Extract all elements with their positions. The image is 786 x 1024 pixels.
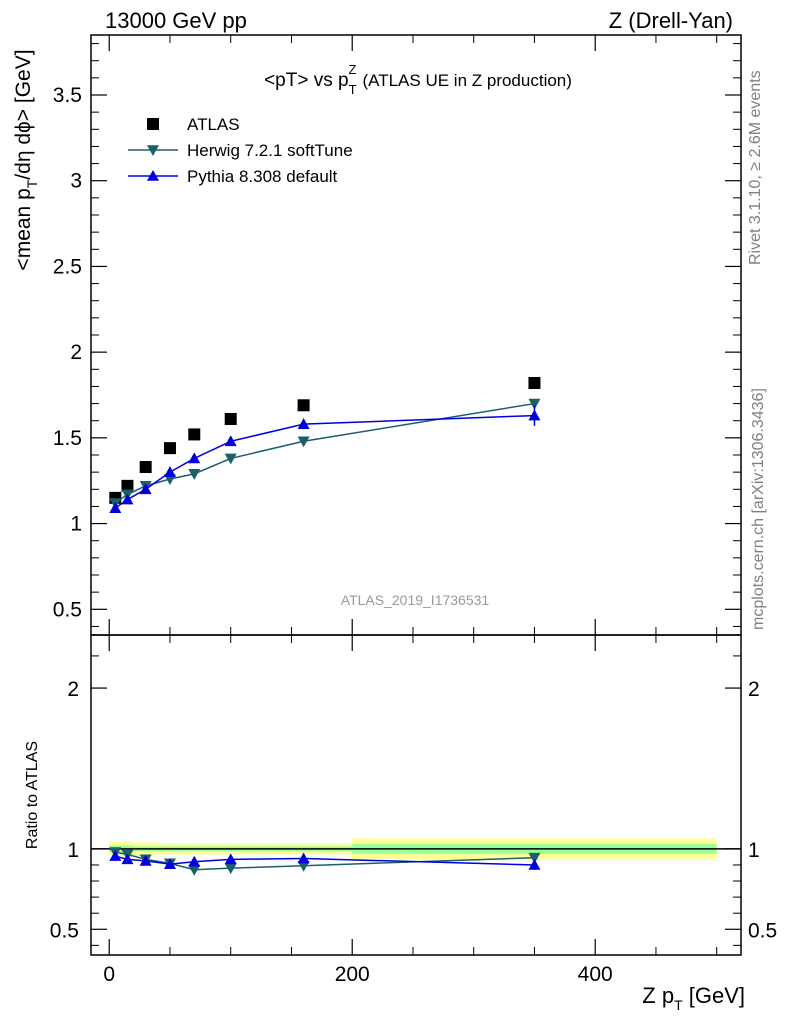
main-panel: 0.5 1 1.5 2 2.5 3 3.5 bbox=[53, 34, 742, 636]
legend: ATLAS Herwig 7.2.1 softTune Pythia 8.308 d… bbox=[128, 115, 353, 186]
legend-label-pythia: Pythia 8.308 default bbox=[187, 167, 338, 186]
main-pythia-point bbox=[163, 466, 176, 477]
analysis-watermark: ATLAS_2019_I1736531 bbox=[341, 592, 490, 608]
ylabel-sub: T bbox=[24, 179, 40, 188]
rivet-label: Rivet 3.1.10, ≥ 2.6M events bbox=[747, 70, 764, 265]
main-y-tick-label: 2.5 bbox=[53, 255, 82, 278]
ratio-y-tick-label-left: 1 bbox=[67, 839, 79, 862]
ratio-herwig-point bbox=[297, 860, 310, 872]
ratio-panel: 0 200 400 0.5 0.5 1 1 2 2 bbox=[50, 634, 777, 986]
main-atlas-point bbox=[139, 461, 152, 473]
x-tick-label: 400 bbox=[578, 963, 613, 986]
ratio-y-tick-label-left: 2 bbox=[67, 678, 79, 701]
ratio-pythia-point bbox=[528, 858, 541, 870]
legend-marker-atlas bbox=[147, 118, 159, 130]
header-left-label: 13000 GeV pp bbox=[105, 8, 247, 33]
title-sup-text: Z bbox=[349, 62, 357, 77]
xlabel-post: [GeV] bbox=[683, 983, 745, 1008]
main-y-tick-label: 0.5 bbox=[53, 598, 82, 621]
main-herwig-point bbox=[528, 398, 541, 410]
main-atlas-point bbox=[163, 442, 176, 455]
mcplots-label: mcplots.cern.ch [arXiv:1306.3436] bbox=[750, 388, 767, 630]
main-pythia-point bbox=[121, 493, 134, 505]
x-axis-label: Z pT [GeV] bbox=[642, 983, 745, 1013]
main-herwig-point bbox=[224, 453, 237, 465]
ratio-herwig-line bbox=[115, 851, 535, 871]
main-pythia-point bbox=[224, 435, 237, 447]
ratio-y-axis-label: Ratio to ATLAS bbox=[24, 741, 41, 849]
main-y-tick-label: 3.5 bbox=[53, 84, 82, 107]
header-right-label: Z (Drell-Yan) bbox=[609, 8, 733, 33]
ratio-pythia-point bbox=[297, 852, 310, 864]
title-main-text: <pT> vs p bbox=[264, 70, 349, 91]
ratio-herwig-point bbox=[224, 863, 237, 875]
xlabel-sub: T bbox=[674, 997, 683, 1013]
title-sub-text: T bbox=[349, 82, 357, 97]
title-tail-text: (ATLAS UE in Z production) bbox=[362, 71, 571, 90]
ratio-pythia-point bbox=[224, 853, 237, 865]
legend-marker-herwig bbox=[147, 145, 159, 156]
main-y-tick-label: 1.5 bbox=[53, 427, 82, 450]
main-y-tick-label: 3 bbox=[70, 170, 82, 193]
ratio-y-tick-label-right: 2 bbox=[748, 678, 760, 701]
main-herwig-point bbox=[297, 436, 310, 448]
legend-label-herwig: Herwig 7.2.1 softTune bbox=[187, 141, 353, 160]
main-pythia-point bbox=[528, 409, 541, 421]
main-pythia-point bbox=[188, 452, 201, 464]
main-pythia-point bbox=[297, 418, 310, 429]
main-title: <pT> vs pTZ (ATLAS UE in Z production) bbox=[264, 62, 572, 97]
legend-marker-pythia bbox=[147, 170, 159, 181]
main-atlas-point bbox=[121, 479, 134, 492]
legend-label-atlas: ATLAS bbox=[187, 115, 240, 134]
ratio-herwig-point bbox=[188, 864, 201, 876]
main-atlas-point bbox=[297, 399, 310, 412]
ratio-y-tick-label-right: 0.5 bbox=[748, 919, 777, 942]
main-pythia-point bbox=[109, 502, 122, 513]
main-atlas-point bbox=[528, 377, 541, 389]
main-y-tick-label: 2 bbox=[70, 341, 82, 364]
ratio-pythia-point bbox=[163, 858, 176, 869]
ratio-pythia-point bbox=[121, 853, 134, 865]
main-atlas-point bbox=[224, 413, 237, 425]
ratio-pythia-point bbox=[109, 850, 122, 861]
x-tick-label: 0 bbox=[103, 963, 115, 986]
ratio-frame bbox=[90, 634, 742, 956]
x-tick-label: 200 bbox=[335, 963, 370, 986]
ylabel-post: /dη dϕ> [GeV] bbox=[12, 49, 35, 179]
main-atlas-point bbox=[188, 428, 201, 441]
ylabel-pre: <mean p bbox=[12, 188, 35, 270]
main-y-axis-label: <mean pT/dη dϕ> [GeV] bbox=[12, 49, 40, 270]
ratio-y-tick-label-right: 1 bbox=[748, 839, 760, 862]
main-herwig-point bbox=[188, 469, 201, 480]
main-y-tick-label: 1 bbox=[70, 513, 82, 536]
ratio-herwig-point bbox=[528, 852, 541, 864]
main-pythia-point bbox=[139, 483, 152, 495]
ratio-pythia-point bbox=[139, 854, 152, 866]
ratio-pythia-point bbox=[188, 855, 201, 867]
xlabel-pre: Z p bbox=[642, 983, 674, 1008]
ratio-y-tick-label-left: 0.5 bbox=[50, 919, 79, 942]
main-pythia-line bbox=[114, 414, 535, 509]
